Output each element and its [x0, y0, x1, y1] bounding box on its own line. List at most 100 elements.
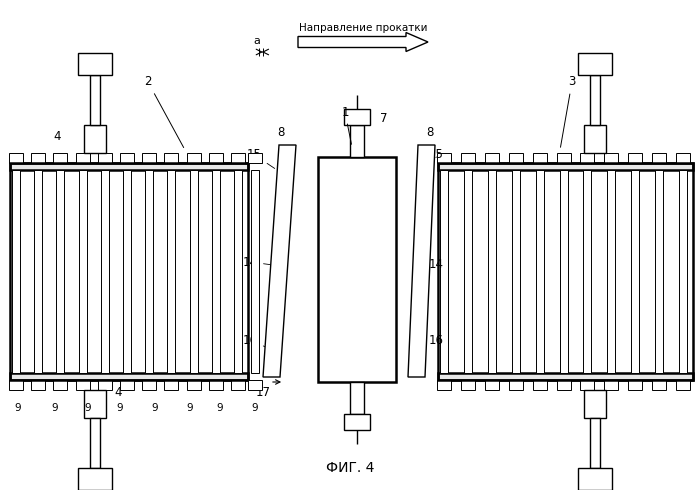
- Bar: [488, 170, 496, 373]
- Bar: [78, 468, 112, 490]
- Bar: [578, 53, 612, 75]
- Bar: [78, 170, 87, 373]
- Bar: [53, 153, 67, 163]
- Bar: [440, 170, 448, 373]
- Bar: [344, 109, 370, 125]
- Bar: [350, 382, 364, 414]
- Bar: [628, 153, 642, 163]
- Bar: [438, 373, 693, 380]
- Bar: [251, 170, 259, 373]
- Text: 3: 3: [561, 75, 575, 147]
- Bar: [559, 170, 568, 373]
- Bar: [485, 153, 499, 163]
- Bar: [12, 170, 20, 373]
- Bar: [209, 153, 223, 163]
- Text: 15: 15: [428, 148, 443, 162]
- Text: Направление прокатки: Направление прокатки: [299, 23, 427, 33]
- Text: 14: 14: [243, 255, 270, 269]
- Bar: [142, 380, 156, 390]
- Bar: [590, 418, 600, 468]
- Bar: [57, 170, 64, 373]
- Bar: [344, 414, 370, 430]
- Bar: [350, 125, 364, 157]
- Bar: [231, 380, 245, 390]
- Bar: [580, 153, 594, 163]
- Bar: [187, 380, 201, 390]
- Text: 9: 9: [187, 403, 193, 413]
- Text: 9: 9: [217, 403, 223, 413]
- Bar: [212, 170, 220, 373]
- Text: 16: 16: [243, 334, 270, 349]
- Bar: [584, 125, 606, 153]
- Bar: [485, 380, 499, 390]
- Text: 4: 4: [53, 130, 61, 144]
- Text: 9: 9: [85, 403, 91, 413]
- Text: 16: 16: [428, 334, 444, 346]
- Bar: [145, 170, 153, 373]
- Bar: [578, 468, 612, 490]
- Bar: [32, 380, 46, 390]
- Text: 8: 8: [277, 125, 285, 139]
- Polygon shape: [408, 145, 435, 377]
- Bar: [556, 380, 570, 390]
- Bar: [190, 170, 197, 373]
- Bar: [584, 390, 606, 418]
- Bar: [34, 170, 42, 373]
- Bar: [655, 170, 663, 373]
- Polygon shape: [263, 145, 296, 377]
- Bar: [248, 153, 262, 163]
- Bar: [556, 153, 570, 163]
- Bar: [536, 170, 544, 373]
- Bar: [437, 153, 451, 163]
- Text: a: a: [253, 36, 260, 46]
- Bar: [608, 170, 615, 373]
- Text: 4: 4: [114, 387, 122, 399]
- Bar: [164, 153, 178, 163]
- Bar: [318, 157, 396, 382]
- Bar: [9, 153, 23, 163]
- Bar: [679, 170, 687, 373]
- Text: 14: 14: [428, 259, 444, 271]
- Text: 1: 1: [342, 105, 351, 144]
- Bar: [631, 170, 639, 373]
- Bar: [652, 380, 666, 390]
- Bar: [676, 380, 690, 390]
- Bar: [84, 390, 106, 418]
- Bar: [652, 153, 666, 163]
- Bar: [10, 163, 248, 170]
- Bar: [76, 380, 90, 390]
- Text: 9: 9: [152, 403, 158, 413]
- Bar: [167, 170, 176, 373]
- Bar: [78, 53, 112, 75]
- Bar: [76, 153, 90, 163]
- Bar: [604, 380, 618, 390]
- Bar: [461, 153, 475, 163]
- Text: 2: 2: [144, 75, 183, 147]
- Text: 7: 7: [380, 112, 388, 124]
- Bar: [248, 380, 262, 390]
- Text: 9: 9: [15, 403, 21, 413]
- Bar: [209, 380, 223, 390]
- Bar: [234, 170, 242, 373]
- Bar: [187, 153, 201, 163]
- Text: 15: 15: [247, 148, 274, 169]
- Bar: [438, 163, 693, 170]
- Text: 17: 17: [256, 386, 270, 399]
- Bar: [604, 153, 618, 163]
- Bar: [142, 153, 156, 163]
- Bar: [580, 380, 594, 390]
- Bar: [628, 380, 642, 390]
- Bar: [90, 418, 100, 468]
- Text: ФИГ. 4: ФИГ. 4: [326, 461, 374, 475]
- Bar: [84, 125, 106, 153]
- Bar: [164, 380, 178, 390]
- Bar: [464, 170, 472, 373]
- Bar: [98, 380, 112, 390]
- Bar: [509, 153, 523, 163]
- Bar: [590, 75, 600, 125]
- Bar: [32, 153, 46, 163]
- Bar: [10, 373, 248, 380]
- Bar: [512, 170, 519, 373]
- Text: 9: 9: [252, 403, 258, 413]
- Bar: [98, 153, 112, 163]
